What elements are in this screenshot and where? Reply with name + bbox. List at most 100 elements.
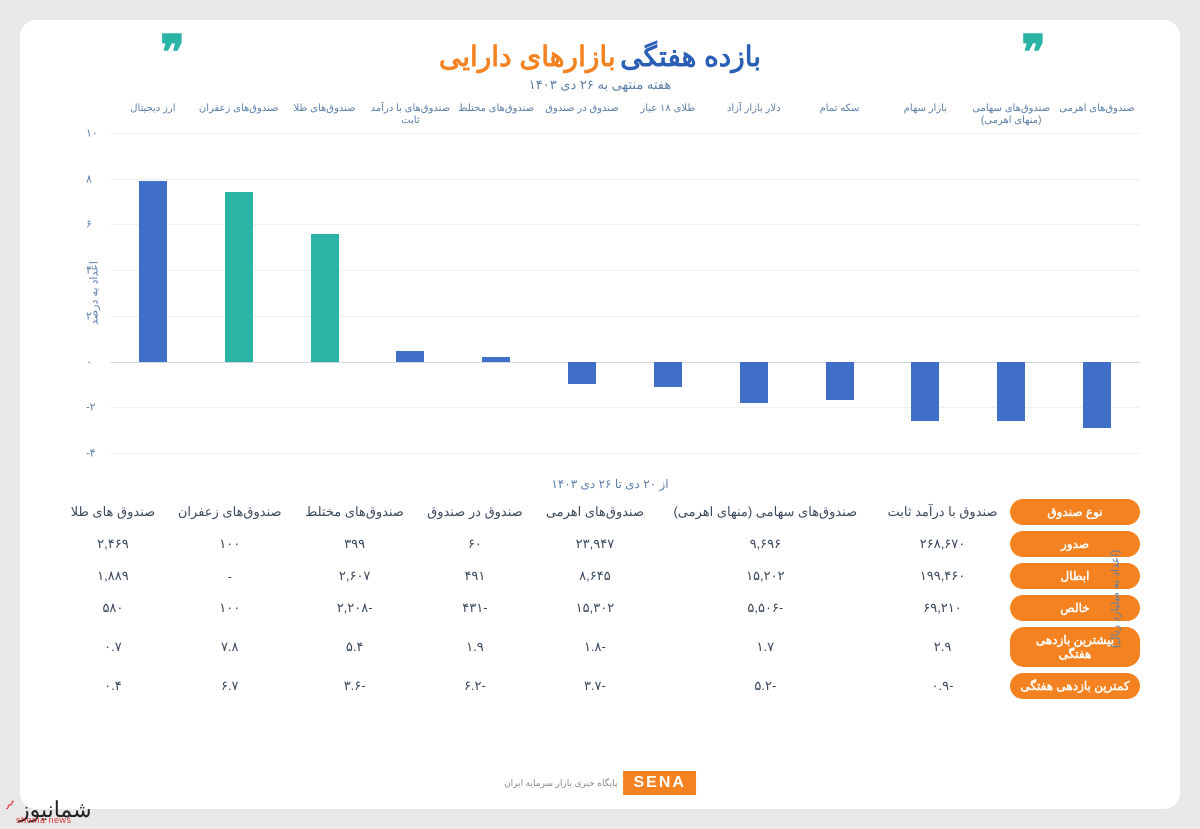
infographic-card: ❜❜ ❜❜ بازده هفتگی بازارهای دارایی هفته م… [20,20,1180,809]
bar [568,362,596,385]
table-cell: ۸,۶۴۵ [534,563,656,589]
category-label: صندوق‌های سهامی (منهای اهرمی) [971,103,1051,127]
category-label: صندوق‌های زعفران [199,103,279,115]
table-cell: -۲,۲۰۸ [294,595,416,621]
table-cell: ۱۰۰ [166,531,294,557]
title-accent: بازارهای دارایی [439,41,616,72]
bar-column: صندوق‌های با درآمد ثابت [367,133,453,453]
category-label: دلار بازار آزاد [714,103,794,115]
category-label: بازار سهام [885,103,965,115]
category-label: صندوق‌های با درآمد ثابت [370,103,450,127]
table-cell: ۱.۹ [416,627,535,667]
table-cell: ۲.۹ [875,627,1010,667]
column-header: صندوق‌های اهرمی [534,499,656,525]
row-header-pill: کمترین بازدهی هفتگی [1010,673,1140,699]
row-header-pill: نوع صندوق [1010,499,1140,525]
table-cell: -۵,۵۰۶ [656,595,875,621]
subtitle: هفته منتهی به ۲۶ دی ۱۴۰۳ [60,77,1140,93]
bar-column: صندوق در صندوق [539,133,625,453]
grid-line [110,453,1140,454]
bar [826,362,854,401]
y-tick: ۸ [86,172,92,185]
table-row: صدور۲۶۸,۶۷۰۹,۶۹۶۲۳,۹۴۷۶۰۳۹۹۱۰۰۲,۴۶۹ [60,531,1140,557]
column-header: صندوق با درآمد ثابت [875,499,1010,525]
table-header-row: نوع صندوقصندوق با درآمد ثابتصندوق‌های سه… [60,499,1140,525]
y-tick: -۴ [86,447,96,460]
table-row: بیشترین بازدهی هفتگی۲.۹۱.۷-۱.۸۱.۹۵.۴۷.۸۰… [60,627,1140,667]
column-header: صندوق‌های سهامی (منهای اهرمی) [656,499,875,525]
bar [396,351,424,361]
column-header: صندوق‌های زعفران [166,499,294,525]
bar [654,362,682,387]
chart-date-range: از ۲۰ دی تا ۲۶ دی ۱۴۰۳ [80,477,1140,491]
table-cell: ۶۰ [416,531,535,557]
table-cell: ۴۹۱ [416,563,535,589]
table-cell: ۷.۸ [166,627,294,667]
table-row: کمترین بازدهی هفتگی-۰.۹-۵.۲-۳.۷-۶.۲-۳.۶۶… [60,673,1140,699]
y-tick: ۶ [86,218,92,231]
category-label: صندوق‌های اهرمی [1057,103,1137,115]
sena-logo: SENA [623,771,695,795]
title-main: بازده هفتگی [620,41,761,72]
table-cell: -۶.۲ [416,673,535,699]
category-label: صندوق‌های طلا [285,103,365,115]
bar-column: طلای ۱۸ عیار [625,133,711,453]
category-label: طلای ۱۸ عیار [628,103,708,115]
bar-chart: اعداد به درصد -۴-۲۰۲۴۶۸۱۰ارز دیجیتالصندو… [80,103,1140,483]
table-side-label: (اعداد به میلیارد ریال) [1108,550,1121,648]
table-cell: ۱۵,۳۰۲ [534,595,656,621]
table-cell: ۶۹,۲۱۰ [875,595,1010,621]
bar [1083,362,1111,428]
y-tick: ۴ [86,264,92,277]
bar-column: صندوق‌های مختلط [453,133,539,453]
bar-column: ارز دیجیتال [110,133,196,453]
table-cell: -۳.۶ [294,673,416,699]
bar-column: صندوق‌های سهامی (منهای اهرمی) [968,133,1054,453]
bar-column: صندوق‌های اهرمی [1054,133,1140,453]
table-cell: ۲,۴۶۹ [60,531,166,557]
table-cell: -۵.۲ [656,673,875,699]
bar-column: صندوق‌های طلا [282,133,368,453]
table-cell: ۱۰۰ [166,595,294,621]
table-cell: ۰.۴ [60,673,166,699]
column-header: صندوق در صندوق [416,499,535,525]
table-cell: ۱,۸۸۹ [60,563,166,589]
bar [482,357,510,362]
table-cell: ۱۹۹,۴۶۰ [875,563,1010,589]
bar [740,362,768,403]
table-cell: -۱.۸ [534,627,656,667]
quote-icon-right: ❜❜ [1021,40,1040,69]
table-cell: - [166,563,294,589]
watermark: ⌇ شمانیوز shoma news [6,797,92,823]
table-cell: ۲۶۸,۶۷۰ [875,531,1010,557]
bar [139,181,167,362]
column-header: صندوق‌های مختلط [294,499,416,525]
category-label: سکه تمام [800,103,880,115]
bar-column: سکه تمام [797,133,883,453]
column-header: صندوق های طلا [60,499,166,525]
table-cell: -۴۳۱ [416,595,535,621]
table-cell: ۲۳,۹۴۷ [534,531,656,557]
table-row: ابطال۱۹۹,۴۶۰۱۵,۲۰۲۸,۶۴۵۴۹۱۲,۶۰۷-۱,۸۸۹ [60,563,1140,589]
table-cell: ۲,۶۰۷ [294,563,416,589]
bar [311,234,339,362]
y-tick: ۲ [86,309,92,322]
quote-icon-left: ❜❜ [160,40,179,69]
table-cell: ۱۵,۲۰۲ [656,563,875,589]
y-tick: -۲ [86,401,96,414]
table-cell: ۵۸۰ [60,595,166,621]
category-label: صندوق در صندوق [542,103,622,115]
category-label: صندوق‌های مختلط [456,103,536,115]
table-cell: -۳.۷ [534,673,656,699]
table-cell: -۰.۹ [875,673,1010,699]
footer-logo: SENA پایگاه خبری بازار سرمایه ایران [504,771,696,795]
data-table: (اعداد به میلیارد ریال) نوع صندوقصندوق ب… [60,493,1140,705]
wifi-icon: ⌇ [1,797,18,814]
table-cell: ۵.۴ [294,627,416,667]
watermark-sub: shoma news [16,815,72,825]
bar-column: دلار بازار آزاد [711,133,797,453]
table-cell: ۰.۷ [60,627,166,667]
y-tick: ۱۰ [86,127,98,140]
y-tick: ۰ [86,355,92,368]
bar [225,192,253,361]
